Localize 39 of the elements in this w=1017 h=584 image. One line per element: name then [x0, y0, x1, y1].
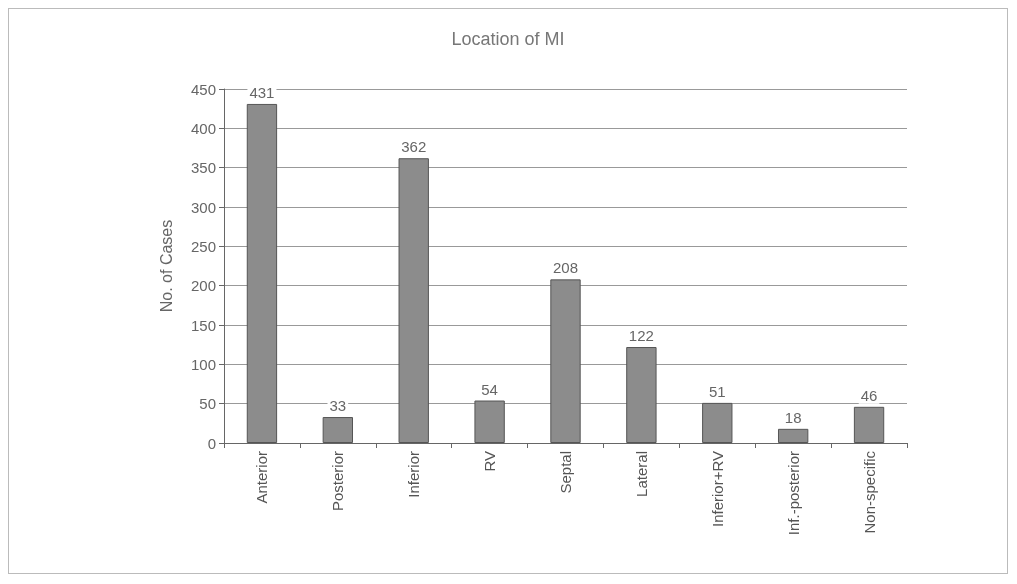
y-axis-title: No. of Cases [157, 219, 175, 313]
bar [777, 428, 809, 443]
x-tick-label: Anterior [253, 451, 271, 504]
y-tick-label: 200 [190, 277, 216, 295]
data-label: 18 [784, 408, 802, 426]
bar [853, 406, 885, 443]
x-tick-label: Inf.-posterior [784, 451, 802, 536]
data-label: 208 [552, 259, 579, 277]
data-label: 33 [329, 397, 347, 415]
x-tick-label: Inferior [405, 451, 423, 498]
bar [322, 417, 354, 443]
x-tick-label: Lateral [632, 451, 650, 497]
y-tick-label: 400 [190, 119, 216, 137]
data-label: 362 [401, 138, 427, 156]
data-label: 431 [249, 83, 275, 101]
data-label: 51 [708, 382, 726, 400]
x-tick-label: Non-specific [860, 450, 878, 534]
y-tick-label: 150 [190, 316, 216, 334]
y-tick-label: 250 [190, 237, 216, 255]
y-tick-label: 350 [190, 159, 216, 177]
bar [550, 279, 581, 443]
y-tick-label: 0 [207, 434, 216, 452]
data-label: 122 [628, 327, 654, 345]
bar [626, 347, 657, 443]
y-tick-label: 50 [199, 395, 216, 413]
chart-title: Location of MI [451, 29, 565, 49]
y-tick-label: 100 [190, 355, 216, 373]
data-label: 46 [860, 386, 878, 404]
y-tick-label: 450 [190, 80, 216, 98]
bar [702, 402, 733, 443]
y-tick-label: 300 [190, 198, 216, 216]
data-label: 54 [481, 380, 498, 398]
bar [474, 400, 505, 443]
x-tick-label: Posterior [329, 451, 347, 512]
x-tick-label: Septal [557, 451, 574, 494]
bar [246, 103, 278, 443]
x-tick-label: RV [481, 451, 499, 472]
x-tick-label: Inferior+RV [708, 451, 726, 528]
bar [398, 158, 429, 443]
